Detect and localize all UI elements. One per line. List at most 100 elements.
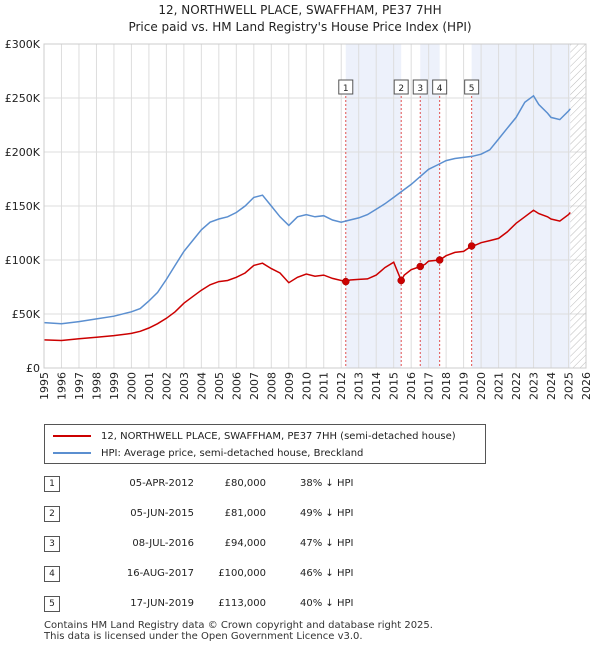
y-tick-label: £100K bbox=[5, 254, 41, 267]
sale-hpi-diff: 47% ↓ HPI bbox=[300, 538, 354, 549]
x-tick-label: 2024 bbox=[545, 372, 558, 400]
sale-date: 08-JUL-2016 bbox=[132, 538, 194, 549]
sale-marker-box: 1 bbox=[338, 79, 354, 95]
footer: Contains HM Land Registry data © Crown c… bbox=[44, 620, 433, 642]
x-tick-label: 2015 bbox=[388, 372, 401, 400]
x-tick-label: 2014 bbox=[370, 372, 383, 400]
x-tick-label: 2022 bbox=[510, 372, 523, 400]
sale-point bbox=[342, 277, 350, 286]
sale-marker-frame bbox=[412, 79, 428, 95]
sale-date: 05-APR-2012 bbox=[129, 478, 194, 489]
legend-item-property: 12, NORTHWELL PLACE, SWAFFHAM, PE37 7HH … bbox=[53, 428, 456, 444]
sale-marker-frame bbox=[338, 79, 354, 95]
sale-date: 05-JUN-2015 bbox=[130, 508, 194, 519]
sale-marker-box: 2 bbox=[393, 79, 409, 95]
legend-swatch-hpi bbox=[53, 452, 91, 454]
sale-price: £81,000 bbox=[224, 508, 266, 519]
x-tick-label: 2009 bbox=[283, 372, 296, 400]
x-tick-label: 2023 bbox=[528, 372, 541, 400]
sale-marker-box: 3 bbox=[412, 79, 428, 95]
x-tick-label: 2004 bbox=[195, 372, 208, 400]
sale-marker-frame bbox=[393, 79, 409, 95]
x-tick-label: 2013 bbox=[353, 372, 366, 400]
sale-marker-label: 3 bbox=[417, 84, 423, 94]
legend-swatch-property bbox=[53, 435, 91, 437]
x-tick-label: 2011 bbox=[318, 372, 331, 400]
x-tick-label: 2021 bbox=[493, 372, 506, 400]
x-tick-label: 2025 bbox=[563, 372, 576, 400]
x-tick-label: 2005 bbox=[213, 372, 226, 400]
chart-title-block: 12, NORTHWELL PLACE, SWAFFHAM, PE37 7HH … bbox=[0, 2, 600, 36]
sale-marker-box: 5 bbox=[464, 79, 480, 95]
x-tick-label: 2003 bbox=[178, 372, 191, 400]
sale-hpi-diff: 38% ↓ HPI bbox=[300, 478, 354, 489]
sale-hpi-diff: 40% ↓ HPI bbox=[300, 598, 354, 609]
x-tick-label: 1996 bbox=[55, 372, 68, 400]
x-tick-label: 2008 bbox=[265, 372, 278, 400]
sale-number: 5 bbox=[44, 596, 60, 612]
table-row: 3 08-JUL-2016 £94,000 47% ↓ HPI bbox=[44, 536, 464, 552]
x-tick-label: 2012 bbox=[335, 372, 348, 400]
x-tick-label: 1998 bbox=[90, 372, 103, 400]
sale-marker-frame bbox=[464, 79, 480, 95]
x-tick-label: 2000 bbox=[125, 372, 138, 400]
x-tick-label: 1997 bbox=[73, 372, 86, 400]
y-tick-label: £200K bbox=[5, 146, 41, 159]
x-tick-label: 2006 bbox=[230, 372, 243, 400]
legend-label-property: 12, NORTHWELL PLACE, SWAFFHAM, PE37 7HH … bbox=[101, 430, 456, 442]
sale-marker-label: 4 bbox=[437, 84, 443, 94]
plot-frame bbox=[43, 43, 587, 369]
sale-price: £94,000 bbox=[224, 538, 266, 549]
sale-date: 16-AUG-2017 bbox=[126, 568, 194, 579]
sale-price: £100,000 bbox=[218, 568, 266, 579]
sale-price: £80,000 bbox=[224, 478, 266, 489]
sale-price: £113,000 bbox=[218, 598, 266, 609]
sale-number: 2 bbox=[44, 506, 60, 522]
legend-label-hpi: HPI: Average price, semi-detached house,… bbox=[101, 447, 364, 459]
sale-point bbox=[397, 276, 405, 285]
legend: 12, NORTHWELL PLACE, SWAFFHAM, PE37 7HH … bbox=[44, 424, 486, 464]
price-chart: 1 2 3 4 5 1995 1996 1997 1998 1999 2000 2001 2002 20… bbox=[5, 38, 593, 400]
sale-marker-label: 2 bbox=[398, 84, 404, 94]
x-tick-label: 2019 bbox=[458, 372, 471, 400]
sale-marker-box: 4 bbox=[432, 79, 448, 95]
y-tick-label: £250K bbox=[5, 92, 41, 105]
table-row: 5 17-JUN-2019 £113,000 40% ↓ HPI bbox=[44, 596, 464, 612]
x-tick-label: 2026 bbox=[580, 372, 593, 400]
sale-point bbox=[435, 256, 444, 264]
series-line-property bbox=[43, 209, 571, 342]
x-tick-label: 2016 bbox=[405, 372, 418, 400]
sale-date: 17-JUN-2019 bbox=[130, 598, 194, 609]
footer-licence: This data is licensed under the Open Gov… bbox=[44, 631, 363, 642]
x-tick-label: 2020 bbox=[475, 372, 488, 400]
x-tick-label: 1995 bbox=[38, 372, 51, 400]
y-tick-label: £50K bbox=[12, 308, 41, 321]
x-tick-label: 2010 bbox=[300, 372, 313, 400]
series-line-hpi bbox=[43, 94, 571, 325]
x-tick-label: 1999 bbox=[108, 372, 121, 400]
table-row: 1 05-APR-2012 £80,000 38% ↓ HPI bbox=[44, 476, 464, 492]
sale-marker-frame bbox=[432, 79, 448, 95]
footer-copyright: Contains HM Land Registry data © Crown c… bbox=[44, 620, 433, 631]
sale-number: 4 bbox=[44, 566, 60, 582]
x-tick-label: 2017 bbox=[423, 372, 436, 400]
sale-marker-label: 5 bbox=[469, 84, 475, 94]
sale-point bbox=[467, 242, 476, 250]
y-tick-label: £300K bbox=[5, 38, 41, 51]
sale-number: 3 bbox=[44, 536, 60, 552]
sale-hpi-diff: 46% ↓ HPI bbox=[300, 568, 354, 579]
y-tick-label: £150K bbox=[5, 200, 41, 213]
sale-hpi-diff: 49% ↓ HPI bbox=[300, 508, 354, 519]
future-hatch bbox=[570, 44, 586, 368]
y-tick-label: £0 bbox=[26, 362, 40, 375]
chart-title: 12, NORTHWELL PLACE, SWAFFHAM, PE37 7HH bbox=[158, 3, 442, 17]
x-tick-label: 2007 bbox=[248, 372, 261, 400]
legend-item-hpi: HPI: Average price, semi-detached house,… bbox=[53, 445, 363, 461]
sale-marker-label: 1 bbox=[343, 84, 349, 94]
table-row: 2 05-JUN-2015 £81,000 49% ↓ HPI bbox=[44, 506, 464, 522]
table-row: 4 16-AUG-2017 £100,000 46% ↓ HPI bbox=[44, 566, 464, 582]
sale-number: 1 bbox=[44, 476, 60, 492]
x-tick-label: 2002 bbox=[160, 372, 173, 400]
sale-point bbox=[416, 262, 425, 271]
x-tick-label: 2001 bbox=[143, 372, 156, 400]
